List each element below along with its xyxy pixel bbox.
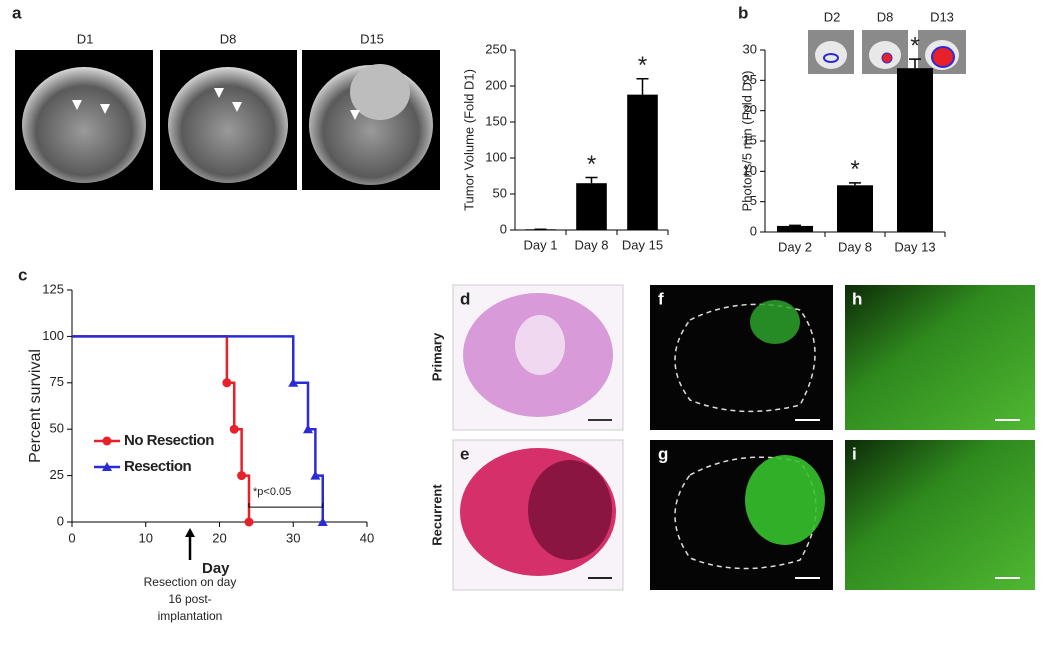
y-tick-label: 50 — [50, 421, 64, 436]
panel-letter: i — [852, 444, 857, 463]
marker — [222, 378, 232, 388]
x-tick-label: Day 8 — [838, 239, 872, 254]
panel-letter: b — [738, 3, 748, 22]
image-label: D15 — [360, 31, 384, 46]
y-tick-label: 100 — [42, 328, 64, 343]
y-tick-label: 250 — [485, 41, 507, 56]
bli-insets — [808, 30, 966, 74]
y-axis-label: Tumor Volume (Fold D1) — [461, 69, 476, 211]
x-tick-label: Day 13 — [894, 239, 935, 254]
marker — [102, 436, 112, 446]
y-tick-label: 75 — [50, 374, 64, 389]
legend-label: Resection — [124, 458, 192, 475]
significance-mark: * — [910, 32, 919, 59]
panel-letter: d — [460, 289, 470, 308]
row-label: Recurrent — [429, 484, 444, 546]
marker — [229, 424, 239, 434]
y-tick-label: 5 — [750, 193, 757, 208]
x-tick-label: 10 — [139, 530, 153, 545]
panel-letter: c — [18, 265, 27, 284]
y-tick-label: 20 — [743, 102, 757, 117]
annotation-box: Resection on day 16 post-implantation — [143, 575, 237, 623]
marker — [317, 517, 328, 526]
bar — [837, 185, 873, 232]
marker — [244, 517, 254, 527]
x-tick-label: 30 — [286, 530, 300, 545]
marker — [310, 470, 321, 480]
significance-mark: * — [638, 52, 647, 79]
bar — [897, 68, 933, 232]
annotation: *p<0.05 — [253, 486, 291, 498]
significance-mark: * — [587, 151, 596, 178]
y-tick-label: 15 — [743, 132, 757, 147]
error-bar — [636, 78, 649, 95]
error-bar — [909, 58, 921, 69]
mri-images — [15, 50, 440, 190]
x-tick-label: Day 8 — [575, 237, 609, 252]
y-tick-label: 0 — [750, 223, 757, 238]
x-tick-label: 40 — [360, 530, 374, 545]
marker — [102, 462, 112, 471]
x-axis-label: Day — [202, 560, 230, 577]
x-tick-label: Day 1 — [524, 237, 558, 252]
panel-letter: f — [658, 289, 664, 308]
error-bar — [789, 224, 801, 227]
y-tick-label: 125 — [42, 281, 64, 296]
significance-bracket — [248, 503, 324, 508]
legend-label: No Resection — [124, 432, 214, 449]
y-tick-label: 0 — [57, 513, 64, 528]
bar — [576, 183, 607, 230]
panel-letter: h — [852, 289, 862, 308]
marker — [237, 471, 247, 481]
y-tick-label: 200 — [485, 77, 507, 92]
image-label: D2 — [824, 9, 841, 24]
marker — [288, 377, 299, 387]
image-label: D8 — [220, 31, 237, 46]
x-tick-label: 0 — [68, 530, 75, 545]
y-tick-label: 100 — [485, 149, 507, 164]
row-label: Primary — [429, 332, 444, 381]
y-tick-label: 25 — [50, 467, 64, 482]
significance-mark: * — [850, 156, 859, 183]
bar — [777, 225, 813, 232]
y-tick-label: 150 — [485, 113, 507, 128]
image-label: D8 — [877, 9, 894, 24]
y-axis-label: Photons/5 min (Fold D2) — [739, 71, 754, 212]
arrow-head — [185, 528, 195, 537]
panel-letter: a — [12, 3, 22, 22]
panel-letter: e — [460, 444, 469, 463]
survival-line — [72, 335, 251, 522]
histology-images — [452, 284, 1035, 591]
y-axis-label: Percent survival — [27, 349, 44, 463]
error-bar — [849, 182, 861, 186]
y-tick-label: 0 — [500, 221, 507, 236]
bar — [627, 94, 658, 230]
y-tick-label: 30 — [743, 41, 757, 56]
image-label: D1 — [77, 31, 94, 46]
x-tick-label: Day 2 — [778, 239, 812, 254]
annotation: Resection on day 16 post-implantation — [143, 575, 237, 623]
marker — [303, 424, 313, 434]
y-tick-label: 10 — [743, 163, 757, 178]
panel-letter: g — [658, 444, 668, 463]
y-tick-label: 50 — [493, 185, 507, 200]
image-label: D13 — [930, 9, 954, 24]
x-tick-label: 20 — [212, 530, 226, 545]
error-bar — [585, 176, 598, 184]
x-tick-label: Day 15 — [622, 237, 663, 252]
y-tick-label: 25 — [743, 72, 757, 87]
